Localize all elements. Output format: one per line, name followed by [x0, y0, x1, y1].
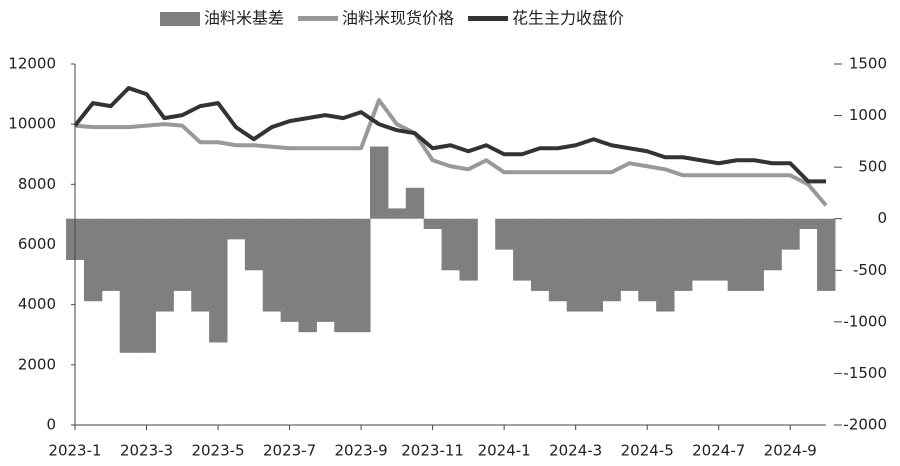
y-tick-label: 12000	[8, 55, 56, 73]
bar	[763, 218, 782, 271]
line	[74, 98, 828, 207]
y-tick-label: 2000	[18, 355, 56, 373]
bar	[674, 218, 693, 291]
y-tick-label: 6000	[18, 235, 56, 253]
y2-tick-label: 500	[858, 158, 887, 176]
y2-tick-label: -2000	[843, 416, 887, 434]
x-tick-label: 2023-11	[401, 442, 464, 460]
legend-label: 油料米基差	[204, 9, 284, 28]
bar	[119, 218, 139, 353]
y-tick-label: 8000	[18, 175, 56, 193]
bar	[334, 218, 353, 333]
y2-tick-label: -1000	[843, 312, 887, 330]
y2-tick-label: 1500	[849, 55, 887, 73]
bar	[262, 218, 282, 312]
legend-swatch	[160, 12, 200, 26]
line	[73, 86, 826, 184]
x-tick-label: 2023-5	[191, 442, 244, 460]
bar	[459, 218, 478, 281]
bar	[316, 218, 335, 322]
bar	[656, 218, 675, 312]
x-tick-label: 2023-9	[335, 442, 388, 460]
bar	[817, 218, 836, 291]
x-tick-label: 2024-5	[621, 442, 674, 460]
bar	[584, 218, 603, 312]
y2-tick-label: 1000	[849, 106, 887, 124]
bar	[691, 218, 711, 281]
bar	[495, 218, 514, 250]
y-tick-label: 10000	[8, 115, 56, 133]
x-tick-label: 2023-3	[120, 442, 173, 460]
bar	[620, 218, 639, 291]
bar	[155, 218, 174, 312]
bar	[602, 218, 621, 302]
bar	[548, 218, 568, 302]
x-tick-label: 2024-7	[692, 442, 745, 460]
bar	[727, 218, 747, 291]
bar	[638, 218, 657, 302]
y-tick-label: 4000	[18, 295, 56, 313]
y2-tick-label: -1500	[843, 364, 887, 382]
bar	[370, 146, 389, 219]
bar	[280, 218, 300, 322]
bar	[137, 218, 156, 353]
bar	[298, 218, 317, 333]
bar	[423, 218, 443, 230]
x-tick-label: 2023-7	[263, 442, 316, 460]
bar	[441, 218, 460, 271]
bar	[226, 218, 246, 240]
x-tick-label: 2023-1	[48, 442, 101, 460]
legend-swatch	[298, 16, 339, 21]
bar	[101, 218, 121, 291]
x-tick-label: 2024-9	[764, 442, 817, 460]
x-tick-label: 2024-3	[549, 442, 602, 460]
bar	[513, 218, 532, 281]
y-tick-label: 0	[46, 416, 56, 434]
bar	[387, 208, 407, 219]
legend-label: 油料米现货价格	[342, 9, 454, 28]
bar	[352, 218, 371, 333]
legend-label: 花生主力收盘价	[512, 9, 624, 28]
legend-swatch	[468, 16, 509, 21]
x-tick-label: 2024-1	[478, 442, 531, 460]
bar	[566, 218, 586, 312]
bar	[405, 187, 425, 219]
bar	[709, 218, 729, 281]
bar	[781, 218, 800, 250]
bar	[745, 218, 764, 291]
y2-tick-label: 0	[877, 209, 887, 227]
bar	[530, 218, 550, 291]
bar	[244, 218, 264, 271]
bar	[83, 218, 103, 302]
bar	[173, 218, 192, 291]
bar	[191, 218, 210, 312]
y2-tick-label: -500	[853, 261, 887, 279]
bar	[209, 218, 228, 343]
bar	[799, 218, 818, 230]
